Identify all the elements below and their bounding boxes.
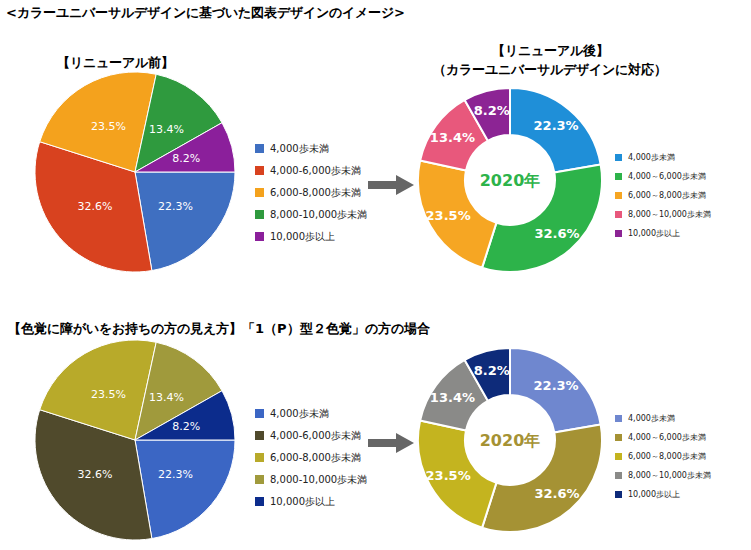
svg-text:6,000-8,000歩未満: 6,000-8,000歩未満 [270, 187, 361, 198]
svg-text:4,000歩未満: 4,000歩未満 [628, 153, 675, 162]
svg-text:8,000-10,000歩未満: 8,000-10,000歩未満 [270, 209, 367, 220]
svg-text:4,000～6,000歩未満: 4,000～6,000歩未満 [628, 433, 706, 442]
svg-text:8.2%: 8.2% [172, 420, 200, 433]
svg-text:23.5%: 23.5% [91, 120, 126, 133]
svg-text:32.6%: 32.6% [78, 200, 113, 213]
svg-text:13.4%: 13.4% [149, 123, 184, 136]
svg-text:13.4%: 13.4% [430, 130, 475, 145]
svg-text:4,000歩未満: 4,000歩未満 [270, 408, 329, 419]
svg-text:23.5%: 23.5% [91, 388, 126, 401]
svg-text:10,000歩以上: 10,000歩以上 [270, 231, 335, 242]
svg-text:（カラーユニバーサルデザインに対応）: （カラーユニバーサルデザインに対応） [433, 62, 667, 77]
svg-text:8.2%: 8.2% [474, 363, 510, 378]
svg-text:6,000-8,000歩未満: 6,000-8,000歩未満 [270, 452, 361, 463]
svg-text:6,000～8,000歩未満: 6,000～8,000歩未満 [628, 191, 706, 200]
svg-text:13.4%: 13.4% [149, 391, 184, 404]
svg-text:22.3%: 22.3% [534, 378, 579, 393]
svg-text:10,000歩以上: 10,000歩以上 [628, 229, 680, 238]
html-text:<カラーユニバーサルデザインに基づいた図表デザインのイメージ: <カラーユニバーサルデザインに基づいた図表デザインのイメージ> [6, 5, 405, 20]
svg-text:2020年: 2020年 [480, 431, 541, 450]
svg-text:13.4%: 13.4% [430, 390, 475, 405]
svg-text:32.6%: 32.6% [534, 486, 579, 501]
svg-text:22.3%: 22.3% [534, 118, 579, 133]
svg-text:10,000歩以上: 10,000歩以上 [270, 496, 335, 507]
svg-text:【リニューアル後】: 【リニューアル後】 [492, 43, 609, 58]
svg-text:8,000～10,000歩未満: 8,000～10,000歩未満 [628, 210, 711, 219]
svg-text:23.5%: 23.5% [426, 468, 471, 483]
svg-text:8.2%: 8.2% [474, 103, 510, 118]
svg-text:【リニューアル前】: 【リニューアル前】 [57, 55, 174, 70]
svg-text:4,000歩未満: 4,000歩未満 [628, 414, 675, 423]
svg-text:4,000-6,000歩未満: 4,000-6,000歩未満 [270, 430, 361, 441]
svg-text:4,000-6,000歩未満: 4,000-6,000歩未満 [270, 165, 361, 176]
svg-text:8,000-10,000歩未満: 8,000-10,000歩未満 [270, 474, 367, 485]
svg-text:4,000～6,000歩未満: 4,000～6,000歩未満 [628, 172, 706, 181]
svg-text:8.2%: 8.2% [172, 152, 200, 165]
svg-text:10,000歩以上: 10,000歩以上 [628, 490, 680, 499]
svg-text:6,000～8,000歩未満: 6,000～8,000歩未満 [628, 452, 706, 461]
svg-text:22.3%: 22.3% [158, 468, 193, 481]
svg-text:22.3%: 22.3% [158, 200, 193, 213]
svg-text:32.6%: 32.6% [78, 468, 113, 481]
html-text:【色覚に障がいをお持ちの方の見え方】「1（P）型２色覚」の方: 【色覚に障がいをお持ちの方の見え方】「1（P）型２色覚」の方の場合 [8, 321, 430, 336]
svg-text:4,000歩未満: 4,000歩未満 [270, 143, 329, 154]
svg-text:8,000～10,000歩未満: 8,000～10,000歩未満 [628, 471, 711, 480]
svg-text:32.6%: 32.6% [534, 226, 579, 241]
svg-text:23.5%: 23.5% [426, 208, 471, 223]
svg-text:2020年: 2020年 [480, 171, 541, 190]
